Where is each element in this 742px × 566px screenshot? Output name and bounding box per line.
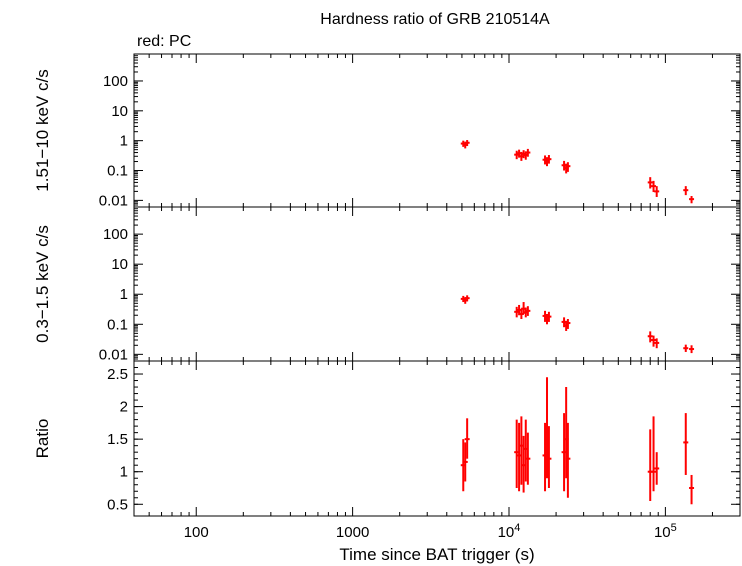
panel-ratio: 0.5 1 1.5 2 2.5 Ratio	[33, 360, 741, 517]
chart-title: Hardness ratio of GRB 210514A	[320, 11, 550, 28]
chart-subtitle: red: PC	[137, 33, 191, 50]
y-tick-label: 0.5	[107, 496, 128, 513]
data-point	[647, 429, 653, 502]
data-point	[464, 295, 470, 302]
data-point	[546, 155, 552, 164]
y-tick-label: 10	[111, 256, 128, 273]
y-tick-label: 0.1	[107, 163, 128, 180]
y-tick-label: 1	[120, 133, 128, 150]
data-point	[546, 311, 552, 322]
data-point	[689, 345, 695, 354]
data-point	[651, 180, 657, 193]
y-tick-label: 0.01	[99, 346, 128, 363]
data-point	[525, 432, 531, 485]
x-tick-label: 105	[654, 522, 677, 541]
data-point	[565, 318, 571, 329]
data-point	[647, 331, 653, 343]
panel-soft: 0.01 0.1 1 10 100 0.3−1.5 keV c/s	[33, 206, 741, 363]
data-point	[462, 442, 468, 482]
y-tick-label: 1	[120, 464, 128, 481]
panel-hard: 0.01 0.1 1 10 100 1.51−10 keV c/s	[33, 53, 741, 209]
x-tick-label: 104	[498, 522, 521, 541]
plot-frame	[133, 360, 741, 517]
data-point	[689, 196, 695, 204]
y-tick-label: 2.5	[107, 366, 128, 383]
data-point	[683, 413, 689, 475]
x-tick-label: 1000	[336, 524, 369, 541]
data-point	[525, 148, 531, 157]
y-tick-label: 1.5	[107, 431, 128, 448]
data-point	[651, 416, 657, 492]
x-axis-label: Time since BAT trigger (s)	[339, 545, 534, 564]
y-axis-label: 0.3−1.5 keV c/s	[33, 225, 52, 343]
data-point	[654, 338, 660, 349]
y-tick-label: 2	[120, 399, 128, 416]
data-point	[654, 186, 660, 197]
x-tick-label: 100	[184, 524, 209, 541]
plot-frame	[133, 53, 741, 208]
data-point	[565, 162, 571, 172]
data-point	[683, 344, 689, 352]
data-point	[647, 177, 653, 189]
y-axis-label: Ratio	[33, 419, 52, 459]
y-tick-label: 0.01	[99, 192, 128, 209]
y-tick-label: 100	[103, 73, 128, 90]
y-tick-label: 0.1	[107, 316, 128, 333]
y-tick-label: 100	[103, 226, 128, 243]
data-point	[464, 140, 470, 147]
y-tick-label: 1	[120, 286, 128, 303]
data-point	[689, 474, 695, 505]
data-point	[654, 452, 660, 485]
data-point	[683, 186, 689, 196]
plot-frame	[133, 206, 741, 362]
y-tick-label: 10	[111, 103, 128, 120]
data-point	[464, 418, 470, 459]
data-point	[565, 422, 571, 498]
data-point	[525, 306, 531, 316]
data-point	[651, 335, 657, 347]
data-point	[546, 426, 552, 488]
y-axis-label: 1.51−10 keV c/s	[33, 69, 52, 191]
